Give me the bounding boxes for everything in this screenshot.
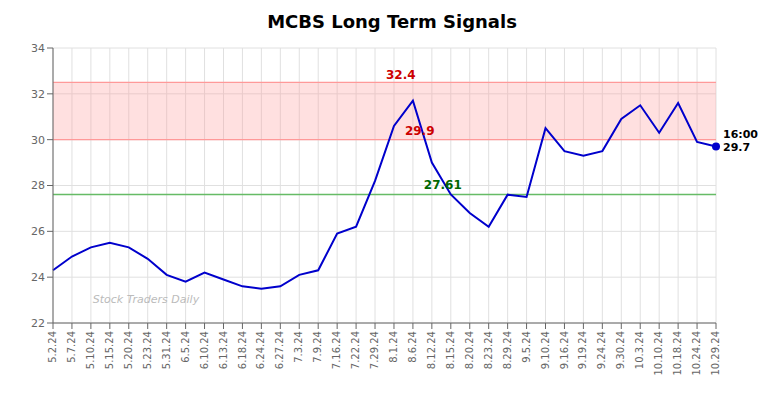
svg-text:5.31.24: 5.31.24 (161, 331, 172, 369)
svg-text:9.5.24: 9.5.24 (521, 331, 532, 363)
svg-text:27.61: 27.61 (424, 178, 462, 192)
svg-text:6.10.24: 6.10.24 (199, 331, 210, 369)
svg-text:5.23.24: 5.23.24 (142, 331, 153, 369)
svg-text:9.30.24: 9.30.24 (615, 331, 626, 369)
svg-text:8.20.24: 8.20.24 (464, 331, 475, 369)
svg-text:8.23.24: 8.23.24 (483, 331, 494, 369)
svg-text:9.10.24: 9.10.24 (540, 331, 551, 369)
svg-text:5.10.24: 5.10.24 (85, 331, 96, 369)
svg-text:9.24.24: 9.24.24 (596, 331, 607, 369)
svg-text:29.9: 29.9 (405, 124, 435, 138)
svg-text:16:00: 16:00 (723, 128, 758, 141)
svg-text:7.29.24: 7.29.24 (369, 331, 380, 369)
svg-text:9.16.24: 9.16.24 (559, 331, 570, 369)
svg-text:6.18.24: 6.18.24 (237, 331, 248, 369)
svg-text:8.1.24: 8.1.24 (388, 331, 399, 363)
svg-text:7.3.24: 7.3.24 (293, 331, 304, 363)
svg-text:10.29.24: 10.29.24 (710, 331, 721, 376)
svg-text:5.20.24: 5.20.24 (123, 331, 134, 369)
svg-text:8.29.24: 8.29.24 (502, 331, 513, 369)
svg-text:32: 32 (31, 88, 45, 101)
svg-text:7.9.24: 7.9.24 (312, 331, 323, 363)
svg-text:5.15.24: 5.15.24 (104, 331, 115, 369)
svg-text:6.13.24: 6.13.24 (218, 331, 229, 369)
svg-text:6.27.24: 6.27.24 (274, 331, 285, 369)
svg-text:6.5.24: 6.5.24 (180, 331, 191, 363)
html-text:Stock Traders Daily: Stock Traders Daily (92, 292, 200, 306)
svg-text:7.22.24: 7.22.24 (350, 331, 361, 369)
svg-text:10.18.24: 10.18.24 (672, 331, 683, 376)
svg-text:34: 34 (31, 42, 45, 55)
svg-text:9.19.24: 9.19.24 (578, 331, 589, 369)
svg-text:26: 26 (31, 225, 45, 238)
svg-text:22: 22 (31, 317, 45, 330)
svg-text:8.12.24: 8.12.24 (426, 331, 437, 369)
svg-text:5.7.24: 5.7.24 (66, 331, 77, 363)
svg-text:32.4: 32.4 (386, 68, 416, 82)
svg-text:7.16.24: 7.16.24 (331, 331, 342, 369)
svg-text:8.15.24: 8.15.24 (445, 331, 456, 369)
html-text:MCBS Long Term Signals: MCBS Long Term Signals (267, 11, 517, 32)
svg-text:6.24.24: 6.24.24 (255, 331, 266, 369)
svg-text:10.24.24: 10.24.24 (691, 331, 702, 376)
svg-text:5.2.24: 5.2.24 (47, 331, 58, 363)
svg-text:10.3.24: 10.3.24 (634, 331, 645, 369)
svg-text:29.7: 29.7 (723, 141, 750, 154)
svg-text:8.6.24: 8.6.24 (407, 331, 418, 363)
svg-text:10.10.24: 10.10.24 (653, 331, 664, 376)
svg-text:30: 30 (31, 134, 45, 147)
svg-text:28: 28 (31, 179, 45, 192)
svg-text:24: 24 (31, 271, 45, 284)
